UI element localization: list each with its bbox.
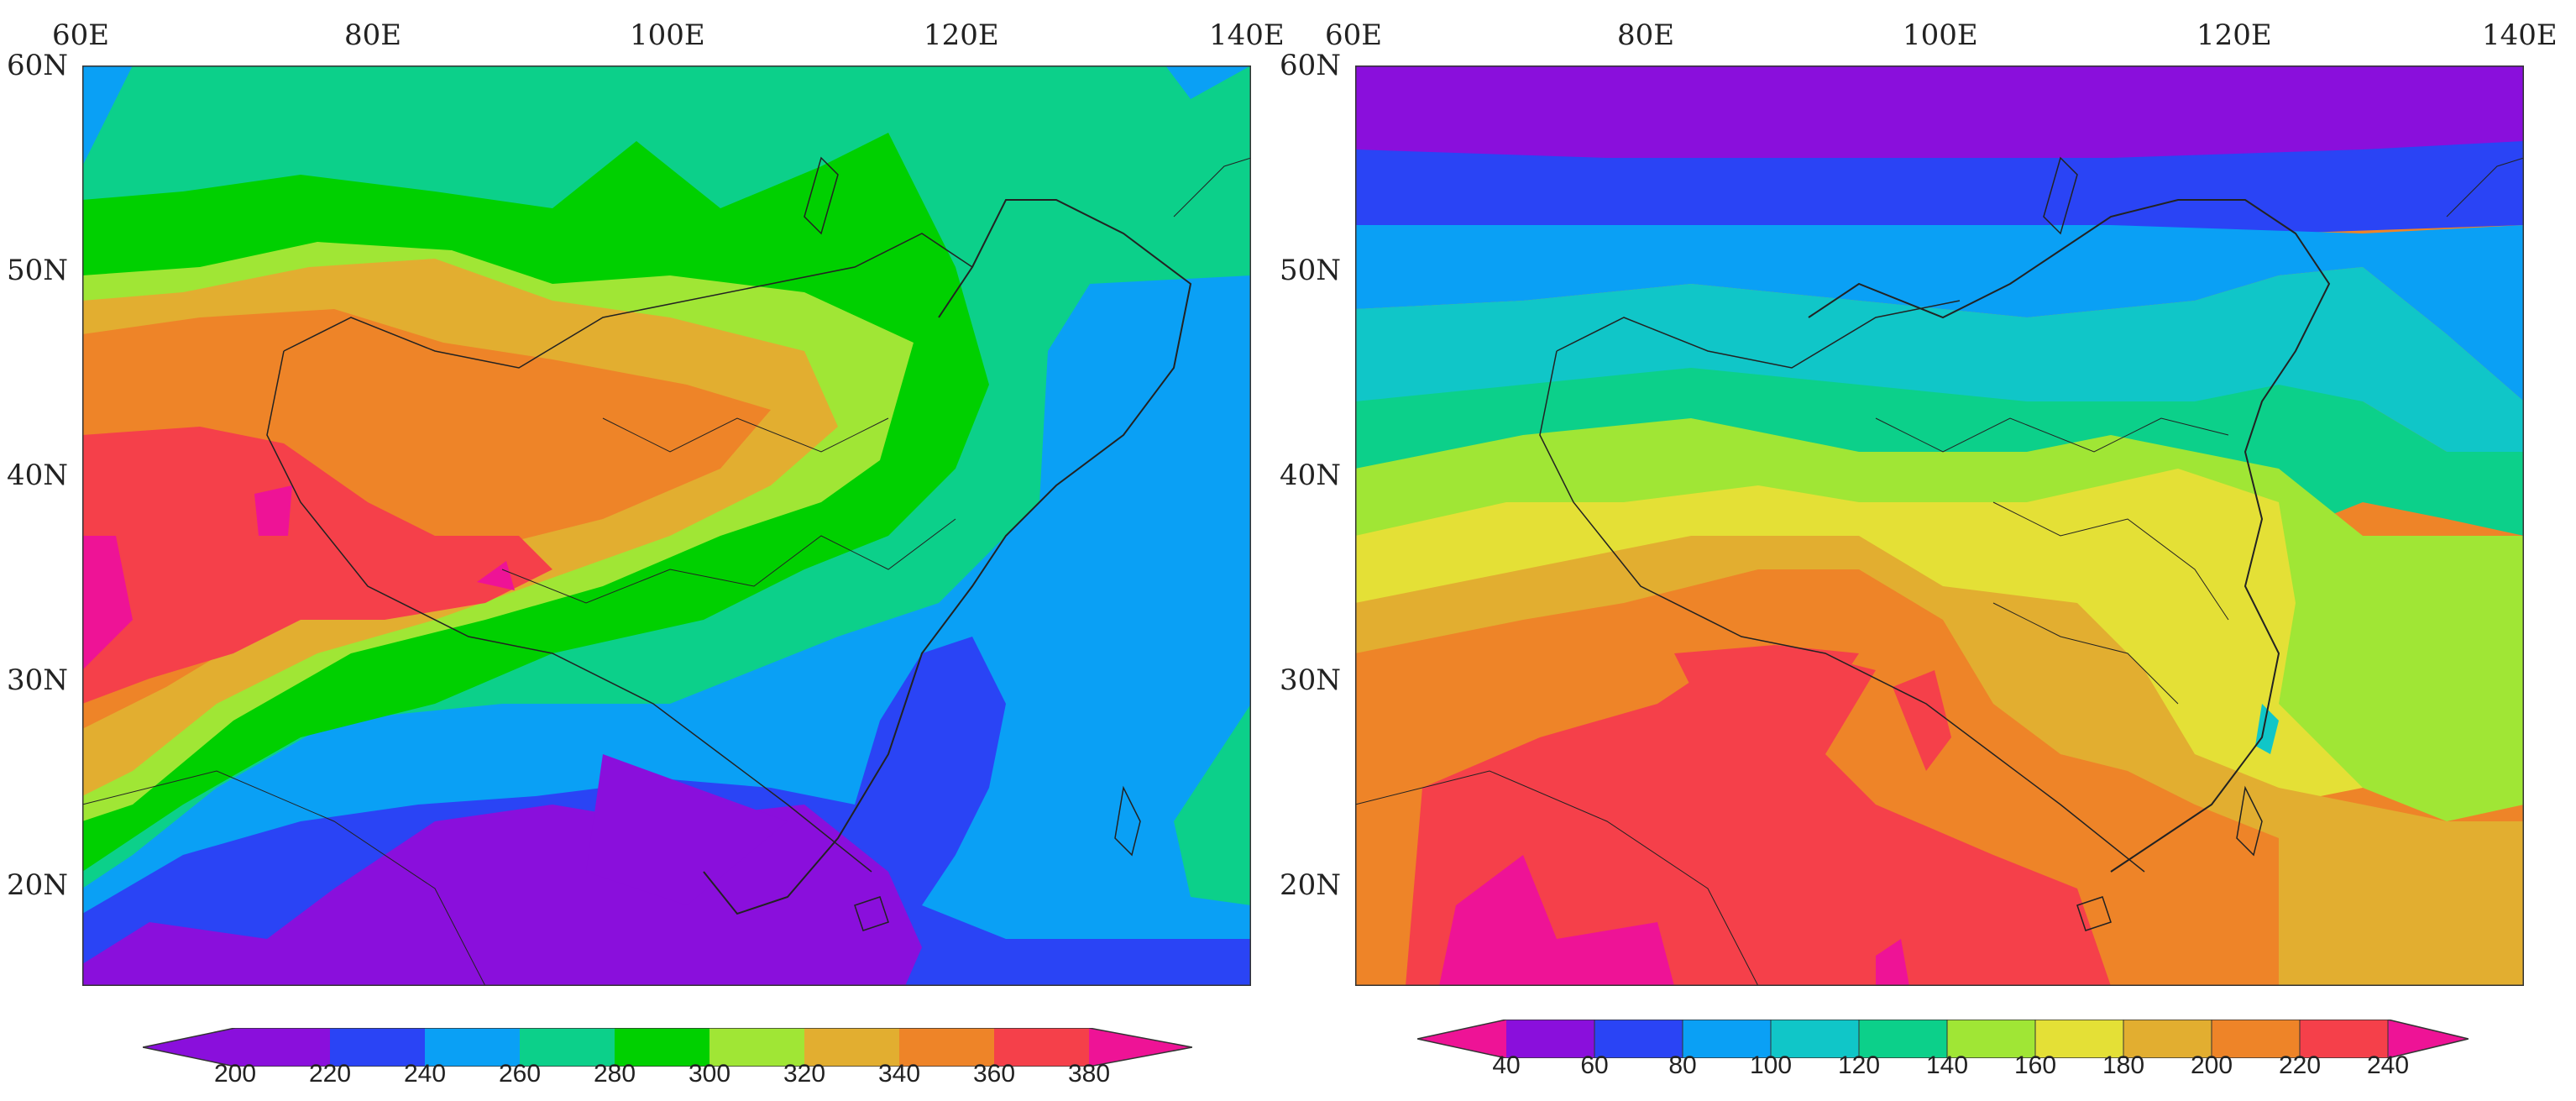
colorbar-label: 300 xyxy=(688,1060,731,1088)
lon-label: 120E xyxy=(924,18,999,52)
lat-label: 20N xyxy=(1280,868,1342,902)
right-colorbar xyxy=(1417,1020,2469,1058)
lon-label: 60E xyxy=(52,18,110,52)
right-map-field xyxy=(1355,66,2524,986)
left-map-field xyxy=(82,66,1251,986)
lat-label: 60N xyxy=(7,49,69,82)
colorbar-label: 280 xyxy=(593,1060,636,1088)
colorbar-label: 80 xyxy=(1668,1051,1697,1079)
colorbar-label: 320 xyxy=(783,1060,826,1088)
lat-label: 50N xyxy=(1280,254,1342,287)
lat-label: 40N xyxy=(1280,459,1342,492)
lon-label: 100E xyxy=(630,18,705,52)
lon-label: 60E xyxy=(1325,18,1383,52)
colorbar-label: 240 xyxy=(403,1060,447,1088)
lon-label: 140E xyxy=(1209,18,1285,52)
colorbar-label: 200 xyxy=(213,1060,257,1088)
colorbar-label: 220 xyxy=(2278,1051,2322,1079)
lon-label: 120E xyxy=(2196,18,2272,52)
left-colorbar xyxy=(143,1028,1192,1067)
lon-label: 100E xyxy=(1903,18,1978,52)
lon-label: 80E xyxy=(344,18,402,52)
colorbar-label: 220 xyxy=(308,1060,352,1088)
lon-label: 140E xyxy=(2482,18,2558,52)
colorbar-label: 140 xyxy=(1925,1051,1969,1079)
colorbar-label: 360 xyxy=(972,1060,1016,1088)
lat-label: 30N xyxy=(7,663,69,697)
colorbar-label: 240 xyxy=(2366,1051,2410,1079)
lat-label: 40N xyxy=(7,459,69,492)
colorbar-label: 340 xyxy=(877,1060,921,1088)
lat-label: 50N xyxy=(7,254,69,287)
colorbar-label: 60 xyxy=(1580,1051,1609,1079)
colorbar-label: 260 xyxy=(498,1060,542,1088)
lat-label: 60N xyxy=(1280,49,1342,82)
colorbar-label: 380 xyxy=(1067,1060,1111,1088)
colorbar-label: 100 xyxy=(1749,1051,1793,1079)
colorbar-label: 200 xyxy=(2190,1051,2233,1079)
colorbar-label: 120 xyxy=(1837,1051,1881,1079)
colorbar-label: 180 xyxy=(2102,1051,2145,1079)
lon-label: 80E xyxy=(1617,18,1675,52)
colorbar-label: 40 xyxy=(1492,1051,1521,1079)
colorbar-label: 160 xyxy=(2013,1051,2057,1079)
lat-label: 30N xyxy=(1280,663,1342,697)
lat-label: 20N xyxy=(7,868,69,902)
